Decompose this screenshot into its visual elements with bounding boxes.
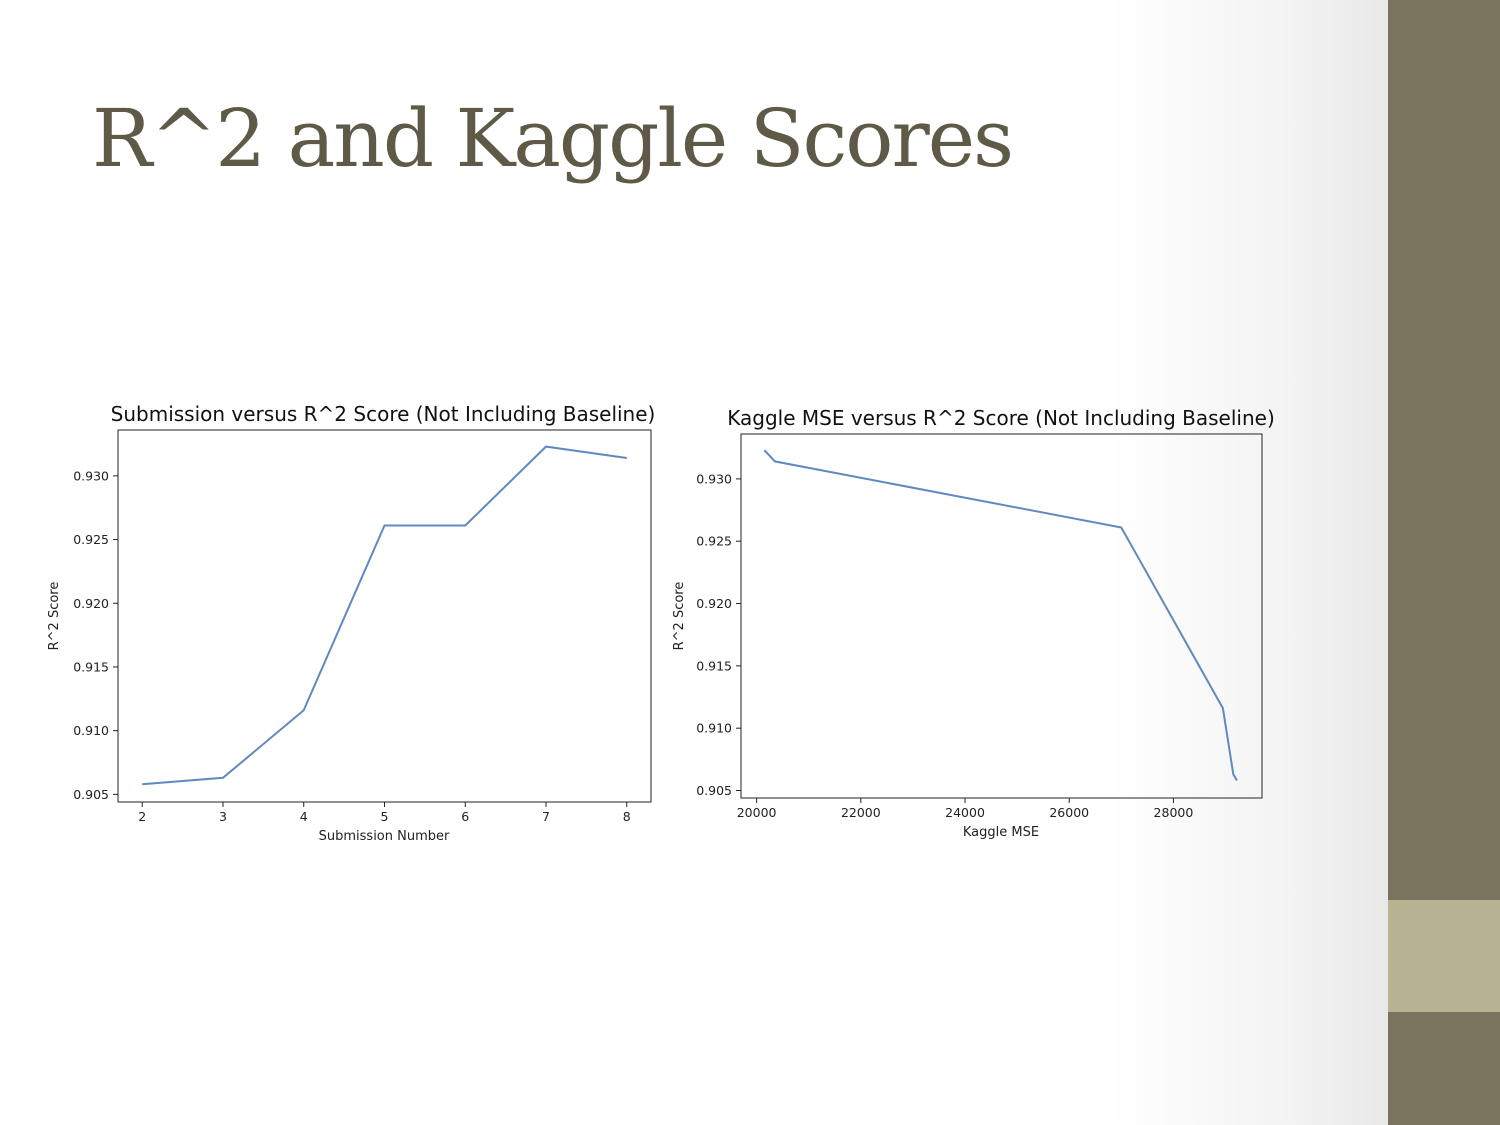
x-tick-label: 2 — [138, 809, 146, 824]
mse-series-line — [763, 449, 1238, 782]
plot-frame — [740, 433, 1263, 799]
y-axis-label: R^2 Score — [672, 582, 687, 651]
y-tick-label: 0.905 — [73, 787, 109, 802]
y-tick-label: 0.905 — [696, 783, 732, 798]
y-axis-label: R^2 Score — [47, 582, 62, 651]
x-tick-label: 26000 — [1049, 805, 1089, 820]
r2-series-line — [142, 445, 627, 786]
y-tick-label: 0.920 — [73, 596, 109, 611]
x-axis-label: Kaggle MSE — [963, 825, 1039, 840]
x-tick-label: 22000 — [841, 805, 881, 820]
y-tick-label: 0.910 — [73, 723, 109, 738]
submission-vs-r2-chart: Submission versus R^2 Score (Not Includi… — [47, 402, 656, 844]
kaggle-mse-vs-r2-chart: Kaggle MSE versus R^2 Score (Not Includi… — [672, 406, 1275, 840]
plot-frame — [117, 429, 652, 803]
y-tick-label: 0.930 — [696, 471, 732, 486]
sidebar-accent-block — [1388, 900, 1500, 1012]
x-tick-label: 24000 — [945, 805, 985, 820]
x-tick-label: 4 — [300, 809, 308, 824]
y-tick-label: 0.915 — [73, 659, 109, 674]
x-axis-label: Submission Number — [319, 829, 450, 844]
chart-title: Submission versus R^2 Score (Not Includi… — [111, 402, 656, 426]
x-tick-label: 3 — [219, 809, 227, 824]
y-tick-label: 0.925 — [696, 534, 732, 549]
x-tick-label: 6 — [461, 809, 469, 824]
x-tick-label: 28000 — [1154, 805, 1194, 820]
y-tick-label: 0.915 — [696, 658, 732, 673]
x-tick-label: 8 — [623, 809, 631, 824]
slide-title: R^2 and Kaggle Scores — [92, 92, 1014, 185]
y-tick-label: 0.930 — [73, 468, 109, 483]
y-tick-label: 0.920 — [696, 596, 732, 611]
x-tick-label: 5 — [381, 809, 389, 824]
chart-title: Kaggle MSE versus R^2 Score (Not Includi… — [727, 406, 1275, 430]
y-tick-label: 0.910 — [696, 721, 732, 736]
x-tick-label: 20000 — [737, 805, 777, 820]
y-tick-label: 0.925 — [73, 532, 109, 547]
x-tick-label: 7 — [542, 809, 550, 824]
